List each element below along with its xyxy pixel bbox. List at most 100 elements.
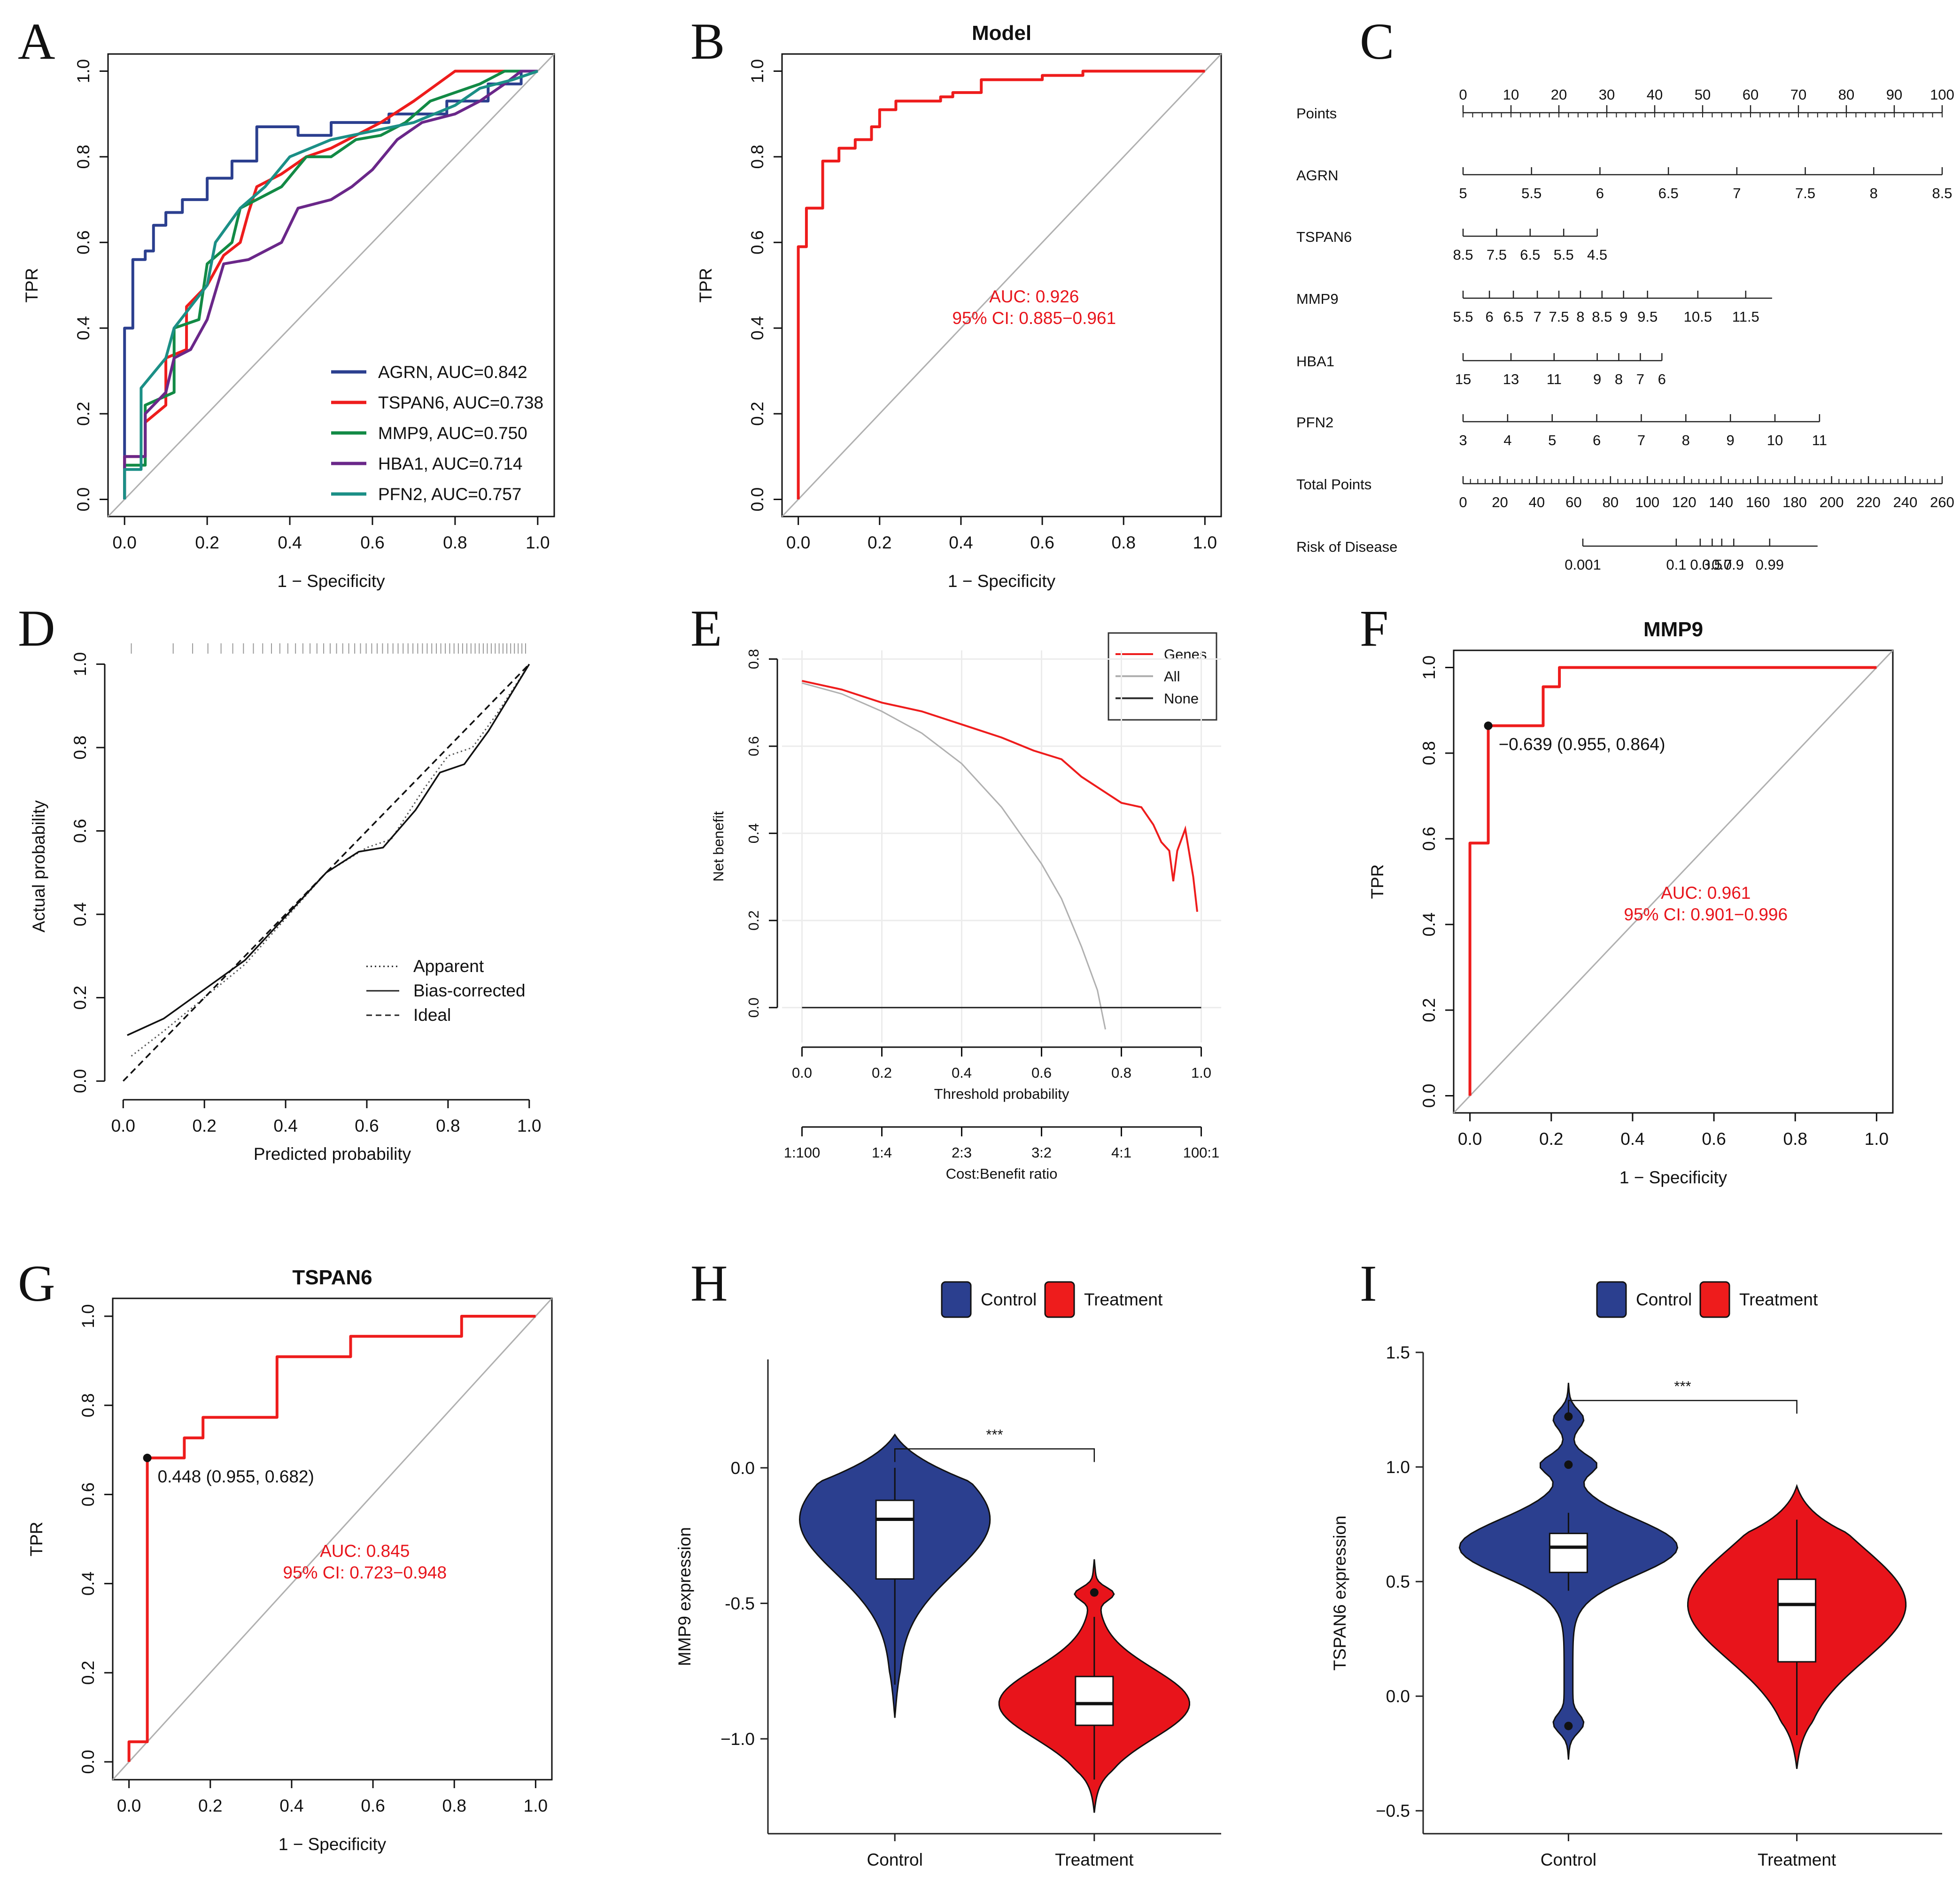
- nomogram-tick-label: 0: [1459, 494, 1467, 510]
- nomogram-tick-label: 260: [1930, 494, 1954, 510]
- panel-b-auc-text: AUC: 0.926: [989, 287, 1079, 306]
- nomogram-tick-label: 0.9: [1724, 556, 1744, 573]
- nomogram-tick-label: 6: [1485, 309, 1493, 325]
- nomogram-tick-label: 4.5: [1587, 247, 1607, 263]
- panel-f-x-tick-label: 0.4: [1620, 1129, 1644, 1149]
- nomogram-tick-label: 20: [1551, 86, 1567, 103]
- panel-i-outlier: [1564, 1460, 1573, 1469]
- panel-a-x-tick-label: 0.6: [360, 533, 384, 552]
- nomogram-tick-label: 240: [1893, 494, 1918, 510]
- panel-g-y-tick-label: 0.4: [78, 1572, 98, 1596]
- nomogram-tick-label: 30: [1599, 86, 1615, 103]
- panel-a-y-tick-label: 0.4: [74, 316, 93, 340]
- nomogram-tick-label: 8: [1682, 432, 1690, 448]
- panel-d-y-tick-label: 1.0: [70, 652, 90, 676]
- panel-g-x-tick-label: 0.6: [361, 1796, 385, 1815]
- nomogram-tick-label: 0: [1459, 86, 1467, 103]
- nomogram-tick-label: 80: [1838, 86, 1854, 103]
- panel-f-diagonal: [1453, 649, 1894, 1114]
- legend-label-hba1: HBA1, AUC=0.714: [378, 454, 523, 473]
- panel-f-cutoff-point: [1484, 721, 1493, 730]
- nomogram-tick-label: 9.5: [1637, 309, 1658, 325]
- panel-b-y-tick-label: 1.0: [748, 59, 767, 83]
- panel-f-y-tick-label: 0.6: [1419, 827, 1439, 851]
- legend-label-bias-corrected: Bias-corrected: [413, 981, 526, 1000]
- nomogram-tick-label: 4: [1503, 432, 1511, 448]
- legend-label-none: None: [1164, 690, 1199, 707]
- panel-g-y-tick-label: 1.0: [78, 1304, 98, 1328]
- panel-label-e: E: [690, 600, 722, 657]
- panel-i-outlier: [1564, 1412, 1573, 1421]
- nomogram-row-label-hba1: HBA1: [1296, 353, 1334, 370]
- panel-a-diagonal: [107, 53, 555, 517]
- legend-label-treatment-h: Treatment: [1084, 1290, 1163, 1309]
- nomogram-tick-label: 200: [1820, 494, 1844, 510]
- panel-a-series-agrn: [123, 69, 538, 500]
- nomogram-tick-label: 90: [1886, 86, 1902, 103]
- legend-label-mmp9: MMP9, AUC=0.750: [378, 424, 527, 443]
- panel-g-y-tick-label: 0.8: [78, 1393, 98, 1417]
- panel-f-title: MMP9: [1643, 618, 1703, 641]
- panel-f-x-tick-label: 0.8: [1783, 1129, 1807, 1149]
- nomogram-tick-label: 40: [1647, 86, 1663, 103]
- nomogram-tick-label: 6: [1593, 432, 1601, 448]
- nomogram-tick-label: 7: [1733, 185, 1741, 201]
- nomogram-tick-label: 0.7: [1712, 556, 1732, 573]
- panel-b-x-tick-label: 0.0: [786, 533, 810, 552]
- panel-f-y-tick-label: 0.2: [1419, 998, 1439, 1022]
- panel-a-y-tick-label: 1.0: [74, 59, 93, 83]
- panel-e-y-tick-label: 0.8: [745, 649, 762, 669]
- panel-g-y-tick-label: 0.0: [78, 1750, 98, 1774]
- panel-e-cb-tick-label: 3:2: [1031, 1144, 1052, 1161]
- panel-label-g: G: [18, 1255, 55, 1312]
- nomogram-tick-label: 6.5: [1520, 247, 1540, 263]
- nomogram-tick-label: 8.5: [1453, 247, 1473, 263]
- nomogram-tick-label: 7.5: [1795, 185, 1815, 201]
- nomogram-tick-label: 8: [1870, 185, 1878, 201]
- nomogram-tick-label: 0.5: [1702, 556, 1722, 573]
- panel-f-ci-text: 95% CI: 0.901−0.996: [1624, 905, 1788, 924]
- panel-f-x-axis-label: 1 − Specificity: [1619, 1168, 1728, 1187]
- panel-a-x-axis-label: 1 − Specificity: [277, 571, 385, 591]
- panel-d-x-axis-label: Predicted probability: [254, 1144, 411, 1164]
- panel-b-title: Model: [972, 22, 1031, 45]
- panel-i-significance-label: ***: [1674, 1378, 1691, 1395]
- nomogram-tick-label: 40: [1529, 494, 1545, 510]
- nomogram-tick-label: 11.5: [1732, 309, 1759, 325]
- nomogram-tick-label: 9: [1593, 371, 1601, 387]
- panel-b-y-tick-label: 0.0: [748, 487, 767, 511]
- panel-e-x-tick-label: 0.4: [952, 1065, 972, 1081]
- panel-a-x-tick-label: 0.4: [278, 533, 302, 552]
- chart-marks: 0.0 0.2 0.4 0.6 0.8 1.0 0.0 0.2 0.4 0.6 0.8 1.0 1 − …: [22, 22, 1954, 1869]
- panel-label-a: A: [18, 13, 55, 70]
- panel-i-x-tick-label-treatment: Treatment: [1758, 1850, 1836, 1869]
- panel-g-cutoff-point: [143, 1453, 152, 1462]
- nomogram-tick-label: 10: [1767, 432, 1783, 448]
- panel-a-series-pfn2: [123, 69, 538, 500]
- legend-swatch-treatment-h: [1044, 1281, 1075, 1318]
- panel-b-x-tick-label: 0.8: [1112, 533, 1136, 552]
- panel-d-y-axis-label: Actual probability: [29, 800, 48, 933]
- panel-e-cb-tick-label: 100:1: [1183, 1144, 1220, 1161]
- panel-d-x-tick-label: 0.0: [111, 1116, 135, 1135]
- panel-a-x-tick-label: 0.0: [112, 533, 136, 552]
- legend-label-ideal: Ideal: [413, 1005, 451, 1025]
- panel-e-cb-tick-label: 1:4: [872, 1144, 892, 1161]
- panel-f-y-tick-label: 1.0: [1419, 656, 1439, 679]
- panel-f-x-tick-label: 0.0: [1458, 1129, 1482, 1149]
- panel-b-y-tick-label: 0.4: [748, 316, 767, 340]
- panel-h-significance-bracket: [894, 1448, 1095, 1462]
- panel-e-y-tick-label: 0.4: [745, 823, 762, 843]
- panel-b-y-tick-label: 0.8: [748, 145, 767, 169]
- panel-i-box-control: [1549, 1533, 1588, 1574]
- panel-a-y-tick-label: 0.6: [74, 231, 93, 255]
- nomogram-tick-label: 70: [1790, 86, 1806, 103]
- panel-a-y-tick-label: 0.0: [74, 487, 93, 511]
- panel-d-x-tick-label: 0.2: [192, 1116, 216, 1135]
- nomogram-tick-label: 7: [1636, 371, 1644, 387]
- nomogram-tick-label: 15: [1455, 371, 1471, 387]
- legend-label-tspan6: TSPAN6, AUC=0.738: [378, 393, 543, 412]
- panel-label-h: H: [690, 1255, 728, 1312]
- panel-label-i: I: [1360, 1255, 1377, 1312]
- panel-g-title: TSPAN6: [292, 1266, 372, 1289]
